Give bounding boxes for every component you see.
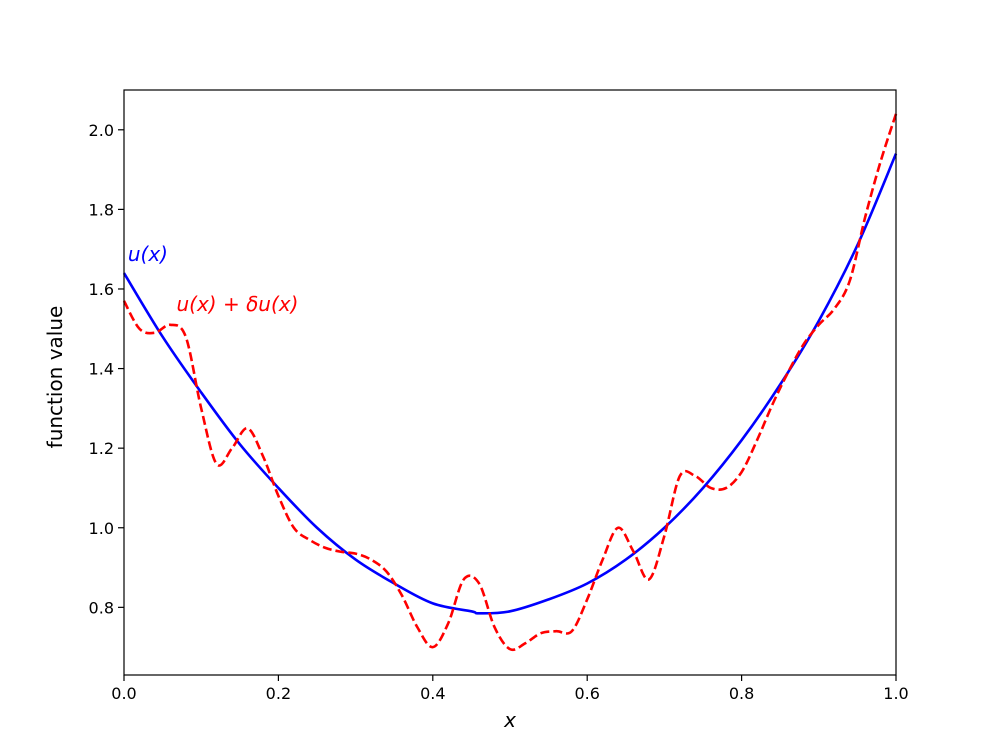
x-tick-label: 0.6 <box>574 684 599 703</box>
annotation-label-0: u(x) <box>128 242 168 266</box>
annotations-layer: u(x) u(x) + δu(x) <box>128 242 299 316</box>
y-tick-label: 1.2 <box>89 439 114 458</box>
y-tick-label: 2.0 <box>89 121 114 140</box>
ticks-layer: 0.0 0.2 0.4 0.6 0.8 1.0 0.8 1.0 1.2 1.4 1.6 1.8 2.0 <box>89 121 909 703</box>
annotation-label-1: u(x) + δu(x) <box>176 292 298 316</box>
y-tick-label: 1.4 <box>89 360 114 379</box>
y-tick-label: 1.8 <box>89 200 114 219</box>
x-axis-label: x <box>503 708 516 732</box>
series-line-0 <box>122 153 898 615</box>
x-tick-label: 0.4 <box>420 684 445 703</box>
series-layer <box>122 113 898 652</box>
plot-area-frame <box>123 89 897 676</box>
y-tick-label: 1.6 <box>89 280 114 299</box>
series-line-1 <box>122 113 898 652</box>
x-tick-label: 1.0 <box>883 684 908 703</box>
y-tick-label: 1.0 <box>89 519 114 538</box>
y-tick-label: 0.8 <box>89 598 114 617</box>
x-tick-label: 0.0 <box>111 684 136 703</box>
y-axis-label: function value <box>43 306 67 449</box>
x-tick-label: 0.8 <box>729 684 754 703</box>
x-tick-label: 0.2 <box>266 684 291 703</box>
